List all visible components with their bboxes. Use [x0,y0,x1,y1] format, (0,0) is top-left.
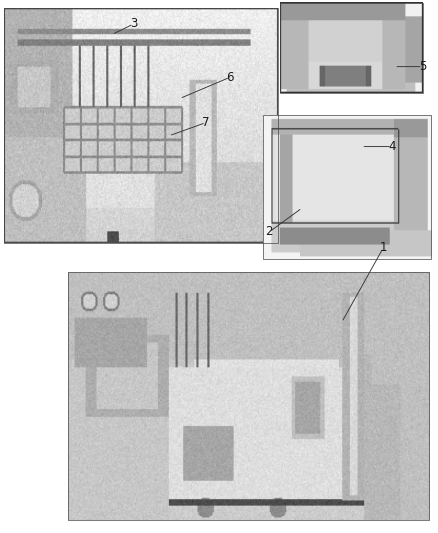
Bar [280,3,423,93]
Text: 4: 4 [388,140,396,153]
Bar [4,8,278,243]
Text: 5: 5 [419,60,426,73]
Text: 3: 3 [130,18,137,30]
Text: 2: 2 [265,225,273,238]
Text: 7: 7 [202,116,210,129]
Text: 1: 1 [379,241,387,254]
Text: 6: 6 [226,71,234,84]
Bar [68,272,429,520]
Bar [263,115,431,259]
